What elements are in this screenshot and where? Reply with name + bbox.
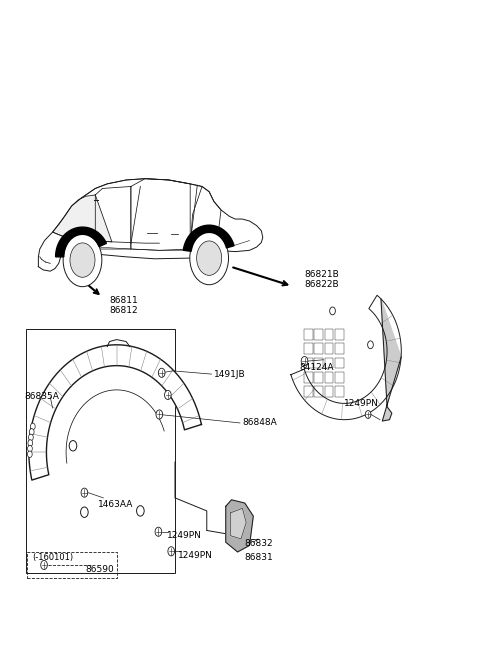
Circle shape [165, 390, 171, 399]
Bar [314, 372, 323, 382]
Circle shape [27, 451, 32, 457]
Bar [304, 386, 312, 397]
Bar [304, 372, 312, 382]
Text: 86832: 86832 [245, 539, 274, 548]
Text: 86821B
86822B: 86821B 86822B [304, 270, 339, 289]
Bar [314, 386, 323, 397]
Circle shape [28, 440, 33, 446]
Circle shape [330, 307, 336, 315]
Circle shape [368, 341, 373, 349]
Text: 1249PN: 1249PN [179, 551, 213, 560]
Circle shape [197, 241, 222, 275]
Bar [314, 344, 323, 354]
Circle shape [41, 560, 48, 570]
Text: 1491JB: 1491JB [214, 370, 246, 378]
Circle shape [190, 231, 228, 284]
Polygon shape [29, 345, 202, 480]
Circle shape [158, 368, 165, 377]
Bar [336, 372, 344, 382]
Bar [304, 344, 312, 354]
Circle shape [27, 445, 32, 452]
Bar [325, 358, 334, 368]
Text: 84124A: 84124A [300, 363, 334, 372]
Bar [336, 329, 344, 340]
Bar [336, 358, 344, 368]
Polygon shape [53, 195, 112, 242]
Circle shape [30, 423, 35, 430]
Polygon shape [291, 295, 401, 420]
Bar [314, 329, 323, 340]
Circle shape [69, 441, 77, 451]
Text: 1249PN: 1249PN [344, 399, 379, 408]
Bar [336, 344, 344, 354]
Bar [314, 358, 323, 368]
Polygon shape [56, 227, 107, 257]
Circle shape [365, 411, 371, 419]
Circle shape [63, 233, 102, 286]
Text: 1463AA: 1463AA [97, 500, 133, 509]
Circle shape [29, 428, 34, 435]
Circle shape [301, 357, 308, 366]
Circle shape [70, 243, 95, 277]
Bar [325, 386, 334, 397]
Bar [304, 329, 312, 340]
Text: (-160101): (-160101) [32, 553, 73, 562]
Text: 1249PN: 1249PN [167, 531, 201, 540]
Text: 86848A: 86848A [242, 419, 277, 428]
Bar [25, 328, 175, 573]
Circle shape [137, 506, 144, 516]
Polygon shape [38, 179, 263, 271]
Text: 86590: 86590 [86, 565, 115, 574]
Bar [325, 372, 334, 382]
Circle shape [28, 434, 33, 441]
Text: 86835A: 86835A [24, 392, 59, 401]
Bar [304, 358, 312, 368]
Polygon shape [183, 225, 234, 252]
Polygon shape [226, 500, 253, 552]
Circle shape [81, 507, 88, 518]
Circle shape [155, 527, 162, 536]
Bar [325, 344, 334, 354]
Circle shape [81, 488, 88, 497]
Circle shape [168, 547, 175, 556]
Text: 86811
86812: 86811 86812 [109, 296, 138, 315]
Text: 86831: 86831 [245, 553, 274, 562]
Circle shape [156, 410, 163, 419]
Bar [336, 386, 344, 397]
Bar [325, 329, 334, 340]
Polygon shape [381, 299, 401, 421]
Polygon shape [230, 509, 246, 539]
